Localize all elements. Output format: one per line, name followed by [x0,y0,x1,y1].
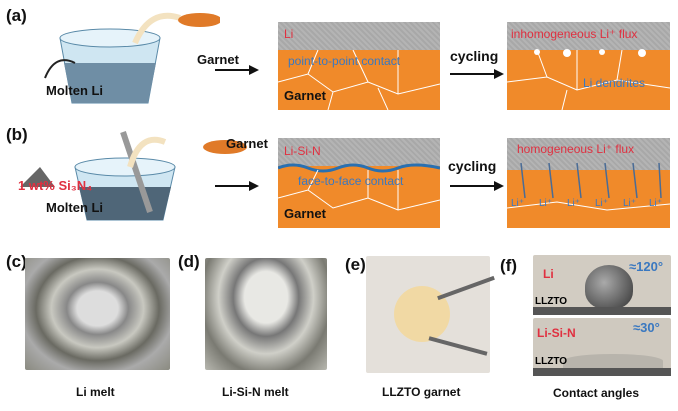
lisin-angle-label: ≈30° [633,320,660,335]
cycling-label-a: cycling [450,48,499,64]
arrow-icon [215,65,259,75]
label-e: (e) [345,255,366,274]
li-ion-label: Li⁺ [511,198,525,209]
molten-li-label-a: Molten Li [46,83,104,98]
interface-panel-li: Li point-to-point contact Garnet [278,22,440,110]
flux-label: homogeneous Li⁺ flux [517,142,635,156]
contact-angle-li-photo: Li ≈120° LLZTO [533,255,671,315]
dendrites-label: Li dendrites [583,76,646,90]
llzto-label: LLZTO [535,356,568,367]
li-ion-label: Li⁺ [539,198,553,209]
garnet-label: Garnet [284,88,326,103]
interface-panel-lisin: Li-Si-N face-to-face contact Garnet [278,138,440,228]
garnet-label-a: Garnet [197,52,239,67]
caption-f: Contact angles [553,386,640,400]
arrow-icon [215,181,259,191]
cycling-label-b: cycling [448,158,497,174]
caption-e: LLZTO garnet [382,385,461,399]
label-f: (f) [500,256,517,275]
flux-label: inhomogeneous Li⁺ flux [511,27,638,41]
contact-angle-lisin-photo: Li-Si-N ≈30° LLZTO [533,318,671,376]
li-melt-photo [25,258,170,370]
garnet-label: Garnet [284,206,326,221]
molten-li-crucible-a [44,12,220,104]
label-d: (d) [178,252,200,271]
li-drop-label: Li [543,267,554,281]
caption-c: Li melt [76,385,115,399]
garnet-label-b: Garnet [226,136,268,151]
llzto-label: LLZTO [535,296,568,307]
label-c: (c) [6,252,27,271]
li-ion-label: Li⁺ [649,198,663,209]
molten-li-sin-crucible-b [20,131,247,221]
caption-d: Li-Si-N melt [222,385,289,399]
li-ion-label: Li⁺ [623,198,637,209]
lisin-melt-photo [205,258,327,370]
interface-panel-dendrites: inhomogeneous Li⁺ flux Li dendrites [507,22,670,110]
llzto-garnet-photo [366,256,495,373]
label-b: (b) [6,125,28,144]
contact-label: face-to-face contact [298,174,404,188]
li-ion-label: Li⁺ [595,198,609,209]
contact-label: point-to-point contact [288,54,401,68]
arrow-icon [450,181,504,191]
additive-label: 1 wt% Si₃N₄ [18,178,93,193]
molten-li-label-b: Molten Li [46,200,104,215]
li-angle-label: ≈120° [629,259,664,274]
interface-panel-homogeneous: homogeneous Li⁺ flux Li⁺ Li⁺ Li⁺ Li⁺ Li⁺… [507,138,670,228]
arrow-icon [450,69,504,79]
lisin-metal-label: Li-Si-N [284,144,321,158]
lisin-drop-label: Li-Si-N [537,326,576,340]
li-ion-label: Li⁺ [567,198,581,209]
li-metal-label: Li [284,27,294,41]
label-a: (a) [6,6,27,25]
